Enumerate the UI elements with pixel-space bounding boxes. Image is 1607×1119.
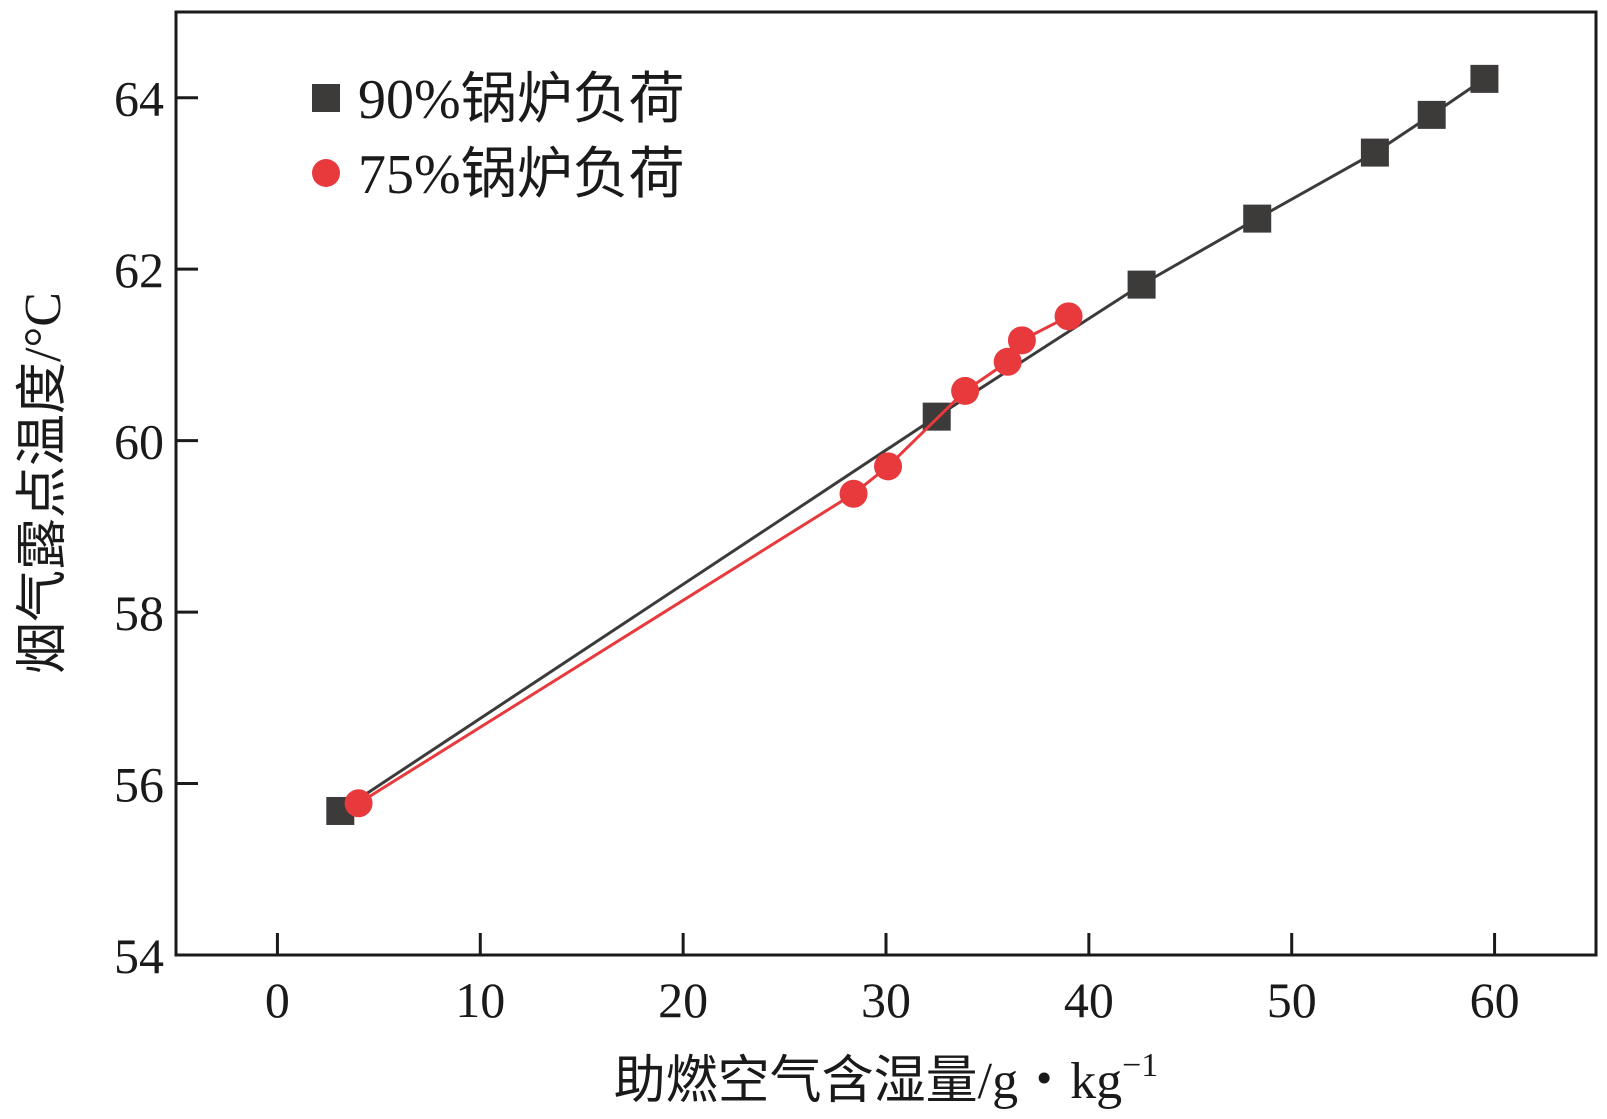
series-2-point — [344, 789, 373, 818]
x-axis-title-superscript: −1 — [1122, 1047, 1158, 1084]
x-axis-title: 助燃空气含湿量/g・kg−1 — [614, 1047, 1159, 1110]
y-tick-label: 58 — [114, 585, 164, 641]
x-tick-label: 40 — [1064, 972, 1114, 1028]
legend-label-2: 75%锅炉负荷 — [358, 144, 685, 206]
x-tick-label: 20 — [658, 972, 708, 1028]
legend-marker-2 — [312, 159, 340, 187]
series-2-point — [951, 376, 980, 405]
series-2-point — [993, 347, 1022, 376]
series-1-point — [1127, 270, 1156, 299]
y-axis: 54 56 58 60 62 64 — [114, 71, 198, 984]
legend-label-1: 90%锅炉负荷 — [358, 69, 685, 131]
x-tick-label: 10 — [455, 972, 505, 1028]
x-tick-label: 0 — [265, 972, 290, 1028]
legend-marker-1 — [312, 84, 340, 112]
x-tick-label: 30 — [861, 972, 911, 1028]
y-tick-label: 60 — [114, 414, 164, 470]
y-tick-label: 56 — [114, 757, 164, 813]
series-1-point — [1360, 138, 1389, 167]
y-tick-label: 64 — [114, 71, 164, 127]
series-2 — [344, 302, 1083, 818]
series-1-point — [1243, 204, 1272, 233]
series-layer — [326, 64, 1499, 825]
y-axis-title: 烟气露点温度/°C — [15, 292, 72, 674]
x-axis: 0 10 20 30 40 50 60 — [265, 933, 1520, 1028]
series-2-point — [874, 452, 903, 481]
series-2-point — [1007, 326, 1036, 355]
series-2-point — [1054, 302, 1083, 331]
x-tick-label: 50 — [1267, 972, 1317, 1028]
series-1-point — [1417, 100, 1446, 129]
y-tick-label: 54 — [114, 928, 164, 984]
x-axis-title-main: 助燃空气含湿量/g・kg — [614, 1053, 1122, 1110]
series-2-point — [839, 479, 868, 508]
y-tick-label: 62 — [114, 242, 164, 298]
x-tick-label: 60 — [1470, 972, 1520, 1028]
series-1-point — [1470, 64, 1499, 93]
legend: 90%锅炉负荷 75%锅炉负荷 — [312, 69, 685, 206]
